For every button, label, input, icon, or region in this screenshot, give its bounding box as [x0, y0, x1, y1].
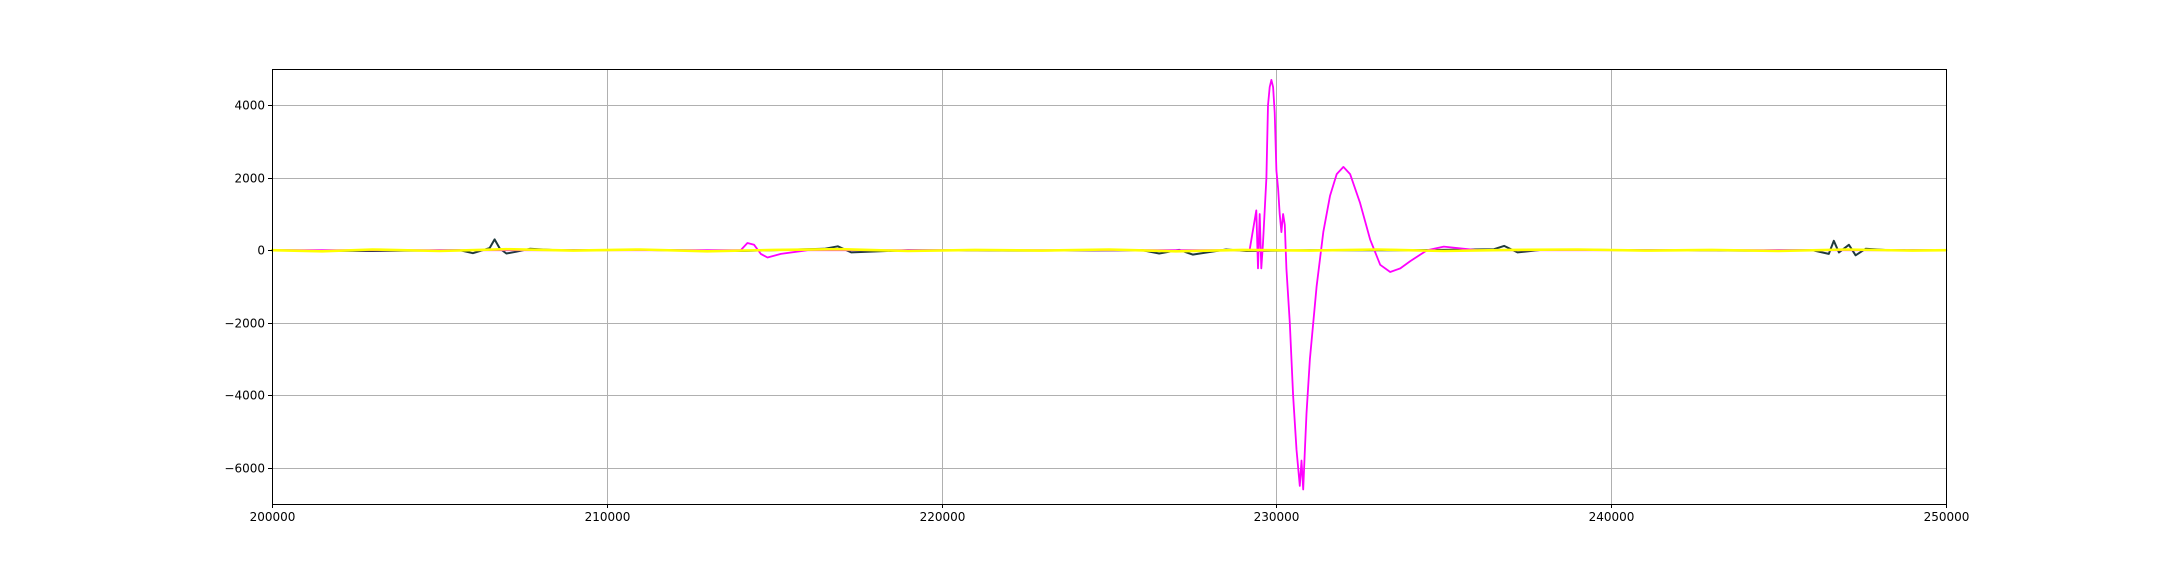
x-tick-label: 230000	[1254, 510, 1300, 524]
x-tick-label: 240000	[1589, 510, 1635, 524]
axis-ticks: 200000 210000 220000 230000 240000 250000 4000…	[224, 99, 1969, 525]
x-tick-label: 250000	[1924, 510, 1970, 524]
y-tick-label: −4000	[224, 389, 265, 403]
series-line-3	[270, 247, 1948, 253]
y-tick-label: 2000	[234, 172, 265, 186]
plot-area-frame	[272, 69, 1947, 505]
x-tick-label: 220000	[920, 510, 966, 524]
series-line-2	[271, 79, 1947, 491]
y-tick-label: 0	[257, 244, 265, 258]
y-tick-label: −6000	[224, 462, 265, 476]
y-tick-label: −2000	[224, 317, 265, 331]
x-tick-label: 200000	[250, 510, 296, 524]
grid	[272, 69, 1946, 504]
y-tick-label: 4000	[234, 99, 265, 113]
series-line-1	[271, 238, 1947, 257]
series-layer	[270, 79, 1948, 491]
x-tick-label: 210000	[585, 510, 631, 524]
